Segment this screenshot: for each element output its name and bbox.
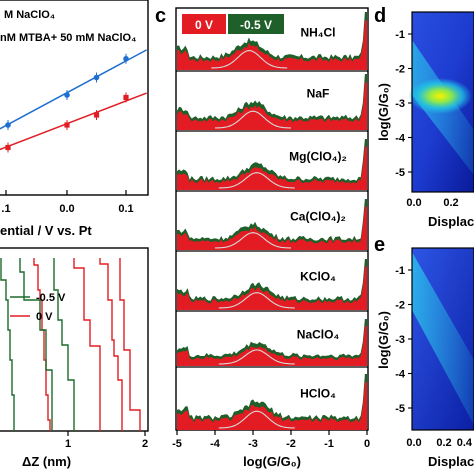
panel-c-gauss-fit-5 (218, 292, 295, 309)
panel-a-point (123, 94, 129, 101)
panel-c-strips: NH₄Cl NaF Mg(ClO₄)₂ Ca(ClO₄)₂ KClO₄ NaClO₄ HCl… (176, 12, 368, 430)
panel-d-xlabel: Displac (428, 214, 474, 229)
panel-c-gauss-fit-2 (215, 110, 291, 129)
e-yticks-label: -1 (395, 265, 405, 277)
panel-c-gauss-fit-6 (218, 349, 295, 365)
panel-c-gauss-fit-7 (218, 410, 295, 429)
trace-green-2 (19, 258, 53, 431)
panel-e-xtick-1: 0.0 (406, 437, 421, 449)
panel-b-legend-2: 0 V (36, 311, 53, 323)
panel-a-fit-line-2 (0, 92, 147, 151)
e-yticks-label: -5 (395, 403, 405, 415)
panel-a-xtick-1: .1 (1, 203, 10, 215)
trace-red-3 (99, 258, 123, 431)
panel-a-legend-2: nM MTBA+ 50 mM NaClO₄ (0, 32, 136, 44)
panel-c-gauss-fit-1 (211, 50, 288, 69)
panel-c-gauss-fit-3 (218, 172, 295, 189)
panel-d-heatmap-hotspot (408, 78, 472, 114)
panel-e-xtick-3: 0.4 (457, 437, 473, 449)
panel-b-xtick-2: 2 (142, 438, 148, 450)
panel-a-xlabel: ential / V vs. Pt (0, 223, 92, 238)
panel-c-xtick-label: 0 (364, 438, 370, 450)
trace-red-2 (73, 258, 101, 431)
panel-e-ylabel: log(G/G₀) (376, 311, 391, 369)
d-yticks-label: -1 (395, 29, 405, 41)
panel-c-xtick-label: -4 (210, 438, 221, 450)
panel-c-hist-0V-2 (177, 82, 367, 130)
d-yticks-label: -3 (395, 98, 405, 110)
panel-c-xtick-label: -3 (248, 438, 258, 450)
panel-a-point (64, 122, 70, 128)
panel-b-xlabel: ΔZ (nm) (22, 454, 71, 469)
panel-e-xtick-2: 0.2 (436, 437, 451, 449)
panel-d-letter: d (374, 5, 386, 27)
trace-green-1 (0, 258, 15, 431)
panel-c-hist-0V-7 (177, 382, 367, 430)
panel-c-hist-0V-4 (177, 206, 367, 250)
panel-d: d -1 -2 -3 -4 -5 log(G/G₀) 0.0 0.2 Displac (374, 5, 474, 229)
panel-c-xlabel: log(G/G₀) (243, 454, 301, 469)
e-yticks-label: -2 (395, 300, 405, 312)
panel-a: M NaClO₄ nM MTBA+ 50 mM NaClO₄ .1 0.0 0.… (0, 0, 149, 238)
e-yticks-label: -3 (395, 334, 405, 346)
panel-c-xtick-label: -1 (324, 438, 334, 450)
panel-c-legend-red-box (182, 14, 226, 34)
panel-e-letter: e (374, 234, 385, 256)
panel-c-hist-neg05V-6 (177, 319, 367, 366)
panel-c-salt-label-5: KClO₄ (300, 269, 336, 283)
panel-c: c NH₄Cl NaF Mg(ClO₄)₂ Ca(ClO₄)₂ KClO₄ NaClO₄ H… (155, 5, 370, 469)
panel-c-salt-label-1: NH₄Cl (300, 26, 335, 40)
panel-c-legend-2: -0.5 V (240, 18, 272, 32)
panel-d-frame (411, 11, 474, 193)
panel-c-legend-green-box (228, 14, 284, 34)
panel-c-xticks: -5 -4 -3 -2 -1 0 (172, 430, 370, 450)
panel-e: e -1 -2 -3 -4 -5 log(G/G₀) 0.0 0.2 0.4 Displ… (374, 234, 474, 469)
panel-a-point (123, 55, 129, 62)
panel-a-plot-area (0, 49, 148, 195)
panel-c-salt-label-6: NaClO₄ (297, 327, 340, 341)
panel-a-point (5, 144, 11, 151)
panel-c-salt-label-7: HClO₄ (300, 387, 336, 401)
panel-c-letter: c (155, 5, 166, 27)
d-yticks-label: -2 (395, 64, 405, 76)
panel-c-hist-neg05V-1 (177, 12, 367, 70)
panel-a-point (64, 92, 70, 98)
panel-d-ylabel: log(G/G₀) (376, 83, 391, 141)
d-yticks-label: -5 (395, 167, 405, 179)
panel-e-heatmap-band (412, 252, 474, 425)
panel-c-hist-neg05V-2 (177, 74, 367, 130)
e-yticks-label: -4 (395, 369, 406, 381)
panel-d-xtick-1: 0.0 (406, 197, 421, 209)
panel-a-frame (0, 0, 149, 196)
trace-green-3 (53, 258, 75, 431)
panel-c-salt-label-2: NaF (307, 87, 330, 101)
panel-d-xtick-2: 0.2 (443, 197, 458, 209)
trace-red-4 (119, 258, 141, 431)
panel-c-xtick-label: -5 (172, 438, 182, 450)
panel-a-xtick-3: 0.1 (118, 203, 133, 215)
panel-e-yticks: -1 -2 -3 -4 -5 (395, 265, 412, 415)
panel-c-xtick-label: -2 (286, 438, 296, 450)
panel-c-hist-0V-1 (177, 20, 367, 70)
panel-c-hist-neg05V-7 (177, 374, 367, 430)
panel-a-point (93, 112, 100, 118)
panel-e-xlabel: Displac (428, 454, 474, 469)
panel-c-salt-label-4: Ca(ClO₄)₂ (290, 209, 346, 223)
panel-b-traces (0, 258, 141, 431)
panel-a-point (5, 122, 11, 128)
panel-d-yticks: -1 -2 -3 -4 -5 (395, 29, 412, 179)
d-yticks-label: -4 (395, 133, 406, 145)
panel-a-xtick-2: 0.0 (59, 203, 74, 215)
panel-a-legend-1: M NaClO₄ (4, 9, 55, 21)
panel-b-legend-1: -0.5 V (36, 292, 66, 304)
panel-b: -0.5 V 0 V 1 2 ΔZ (nm) (0, 247, 149, 469)
panel-c-legend-1: 0 V (195, 18, 213, 32)
panel-c-gauss-fit-4 (215, 232, 291, 249)
panel-b-xtick-1: 1 (65, 438, 71, 450)
panel-c-salt-label-3: Mg(ClO₄)₂ (289, 149, 347, 163)
panel-a-fit-line-1 (0, 49, 148, 130)
panel-a-point (93, 74, 100, 81)
